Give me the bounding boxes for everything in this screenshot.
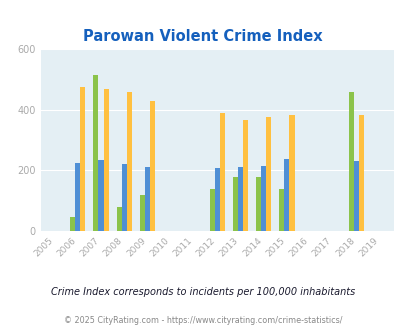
Bar <box>358 115 363 231</box>
Bar <box>260 166 266 231</box>
Bar <box>209 189 214 231</box>
Bar <box>353 161 358 231</box>
Text: Crime Index corresponds to incidents per 100,000 inhabitants: Crime Index corresponds to incidents per… <box>51 287 354 297</box>
Bar <box>139 195 145 231</box>
Bar <box>243 120 247 231</box>
Bar <box>126 92 132 231</box>
Bar <box>219 113 224 231</box>
Bar <box>98 160 103 231</box>
Bar <box>75 163 80 231</box>
Bar <box>103 89 109 231</box>
Bar <box>279 189 284 231</box>
Bar <box>145 167 150 231</box>
Bar <box>232 177 237 231</box>
Bar <box>116 207 121 231</box>
Text: © 2025 CityRating.com - https://www.cityrating.com/crime-statistics/: © 2025 CityRating.com - https://www.city… <box>64 315 341 325</box>
Bar <box>266 116 271 231</box>
Bar <box>237 167 243 231</box>
Bar <box>93 75 98 231</box>
Bar <box>70 217 75 231</box>
Bar <box>214 168 219 231</box>
Bar <box>150 101 155 231</box>
Bar <box>348 92 353 231</box>
Bar <box>122 164 126 231</box>
Bar <box>284 159 289 231</box>
Text: Parowan Violent Crime Index: Parowan Violent Crime Index <box>83 29 322 44</box>
Bar <box>256 177 260 231</box>
Bar <box>289 115 294 231</box>
Bar <box>80 87 85 231</box>
